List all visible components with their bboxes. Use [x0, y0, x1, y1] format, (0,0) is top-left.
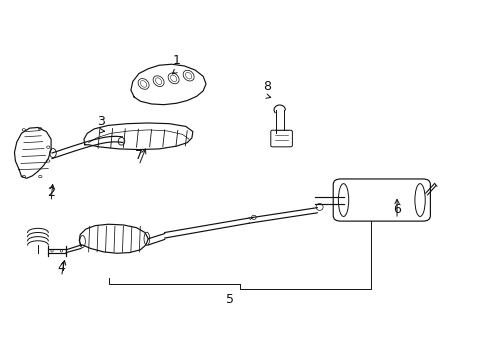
Text: 2: 2: [47, 186, 55, 199]
Text: 7: 7: [135, 149, 142, 162]
Text: 1: 1: [172, 54, 180, 67]
Text: 6: 6: [392, 203, 400, 216]
Text: 8: 8: [263, 80, 270, 93]
Text: 4: 4: [58, 261, 65, 274]
Text: 3: 3: [97, 115, 105, 128]
Text: 5: 5: [226, 293, 234, 306]
